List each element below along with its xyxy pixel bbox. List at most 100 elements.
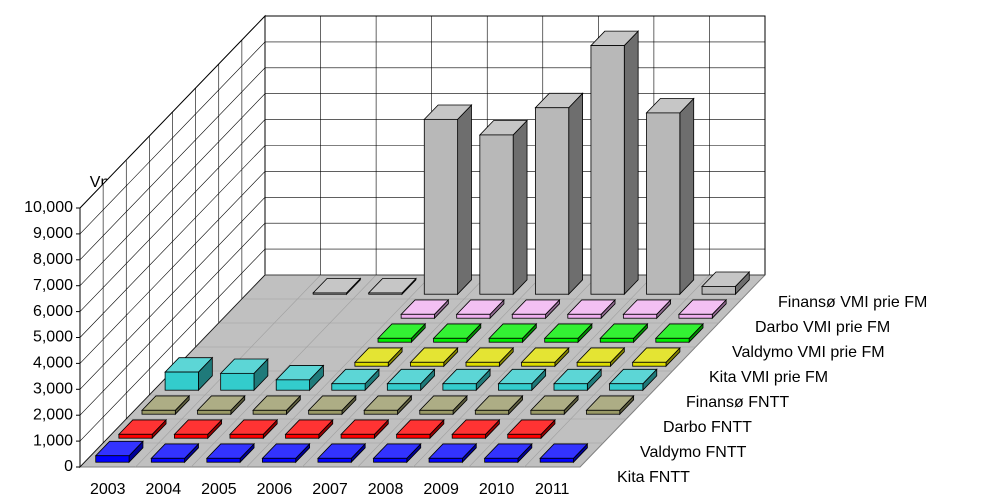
bar [363, 394, 413, 416]
bar [372, 442, 422, 464]
bar [566, 298, 616, 320]
bar [117, 418, 168, 440]
depth-label: Finansø VMI prie FM [778, 294, 927, 311]
bar [576, 346, 626, 368]
bar-front [622, 313, 658, 319]
x-tick-label: 2003 [90, 481, 126, 496]
bar [150, 442, 200, 464]
bar [465, 346, 515, 368]
bar-front [95, 455, 130, 463]
grid-line [79, 15, 765, 209]
bar-front [576, 361, 611, 367]
bar-front [609, 383, 644, 391]
bar [307, 394, 357, 416]
bar [497, 368, 547, 392]
bar-front [262, 457, 297, 463]
bar-front [252, 409, 287, 415]
bar-front [377, 337, 412, 343]
bar-front [553, 383, 588, 391]
bar-front [363, 409, 398, 415]
bar [317, 442, 367, 464]
bar-side [568, 92, 583, 296]
bar-front [410, 361, 445, 367]
bar [488, 322, 538, 344]
bar-front [423, 118, 459, 295]
bar [631, 346, 681, 368]
y-tick-label: 10,000 [24, 199, 73, 216]
depth-label: Kita VMI prie FM [709, 369, 828, 386]
y-tick-label: 8,000 [33, 251, 73, 268]
bar-front [197, 409, 232, 415]
bar [205, 442, 255, 464]
bar-front [451, 433, 486, 439]
bar [330, 368, 380, 392]
bar-front [599, 337, 634, 343]
bar [478, 119, 528, 296]
bar-front [308, 409, 343, 415]
x-tick-label: 2007 [312, 481, 348, 496]
y-tick-label: 0 [64, 458, 73, 475]
bar-front [275, 379, 310, 391]
y-tick-label: 7,000 [33, 277, 73, 294]
bar [409, 346, 459, 368]
bar [455, 298, 505, 320]
bar [219, 357, 269, 392]
bar-front [507, 433, 542, 439]
depth-label: Kita FNTT [617, 469, 690, 486]
bar [529, 394, 580, 416]
bar-front [368, 292, 403, 295]
bar-front [511, 313, 546, 319]
y-tick-label: 6,000 [33, 303, 73, 320]
y-tick-label: 1,000 [33, 432, 73, 449]
bar-front [544, 337, 579, 343]
bar-front [317, 457, 352, 463]
bar [506, 418, 556, 440]
bar-front [428, 457, 463, 463]
bar [474, 394, 524, 416]
bar-front [164, 371, 199, 391]
bar-front [396, 433, 431, 439]
bar [654, 322, 704, 344]
y-tick-label: 2,000 [33, 406, 73, 423]
depth-label: Darbo FNTT [663, 419, 752, 436]
bar [520, 346, 570, 368]
bar [261, 442, 311, 464]
bar [400, 298, 450, 320]
bar-front [285, 433, 320, 439]
depth-label: Darbo VMI prie FM [755, 319, 890, 336]
bar-front [632, 361, 667, 367]
bar [645, 97, 695, 296]
bar-front [373, 457, 408, 463]
bar [340, 418, 390, 440]
bar [608, 368, 658, 392]
bar [483, 442, 533, 464]
bar-front [442, 383, 477, 391]
bar-front [646, 112, 681, 295]
y-tick-label: 4,000 [33, 355, 73, 372]
bar-front [312, 292, 347, 295]
bar-front [386, 383, 422, 391]
bar [428, 442, 478, 464]
bar-front [539, 457, 574, 463]
bar-front [220, 372, 255, 391]
bar [590, 30, 640, 296]
bar [677, 298, 728, 320]
bar [622, 298, 672, 320]
bar-front [433, 337, 468, 343]
bar [599, 322, 649, 344]
x-tick-label: 2008 [368, 481, 404, 496]
x-tick-label: 2010 [479, 481, 515, 496]
bar-front [474, 409, 510, 415]
bar [275, 364, 325, 392]
bar-front [150, 457, 186, 463]
bar [353, 346, 404, 368]
bar [451, 418, 501, 440]
bar [196, 394, 246, 416]
bar-front [701, 286, 736, 295]
bar [164, 356, 214, 392]
bar [441, 368, 492, 392]
bar-front [521, 361, 556, 367]
bar-front [419, 409, 454, 415]
bar-front [141, 409, 176, 415]
depth-label: Finansø FNTT [686, 394, 789, 411]
